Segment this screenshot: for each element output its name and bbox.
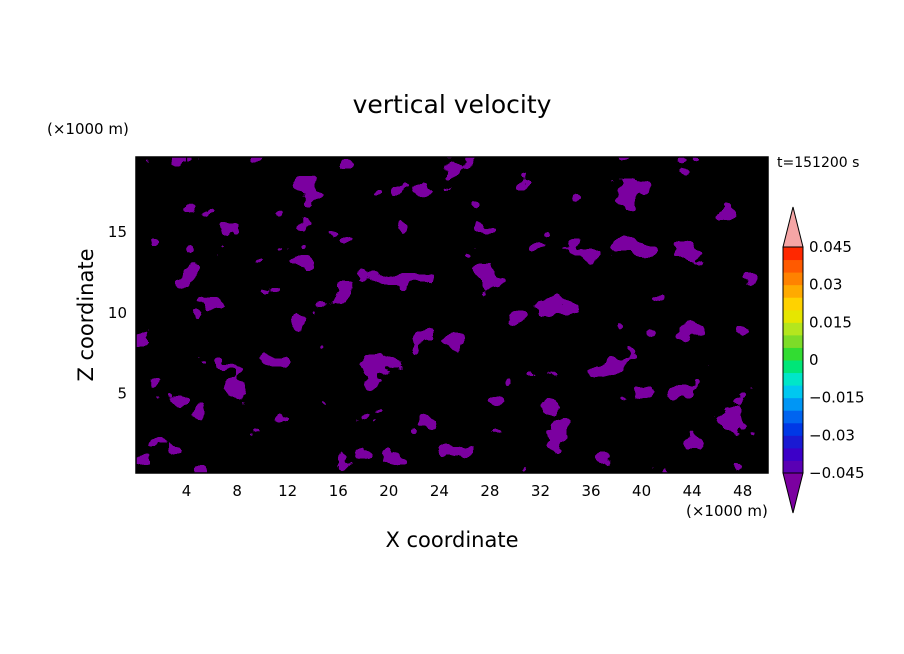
y-tick-label: 10 — [108, 304, 127, 322]
y-tick-label: 15 — [108, 223, 127, 241]
colorbar-band — [783, 435, 803, 449]
plot-frame — [135, 156, 769, 474]
colorbar-band — [783, 360, 803, 374]
colorbar-band — [783, 385, 803, 399]
x-tick-label: 36 — [581, 482, 600, 500]
colorbar-tick-label: 0.015 — [809, 313, 852, 331]
x-tick-label: 24 — [430, 482, 449, 500]
y-tick-label: 5 — [117, 384, 127, 402]
colorbar-band — [783, 410, 803, 424]
chart-title: vertical velocity — [353, 90, 552, 119]
x-tick-label: 44 — [683, 482, 702, 500]
colorbar-band — [783, 259, 803, 273]
colorbar-band — [783, 372, 803, 386]
plot-area — [136, 157, 768, 473]
colorbar-band — [783, 247, 803, 261]
colorbar-band — [783, 272, 803, 286]
colorbar-tick-label: −0.03 — [809, 426, 855, 444]
x-axis-label: X coordinate — [385, 528, 518, 552]
colorbar-band — [783, 447, 803, 461]
colorbar-tick-label: 0.045 — [809, 238, 852, 256]
field-contours — [136, 157, 768, 473]
colorbar-band — [783, 397, 803, 411]
colorbar-band — [783, 422, 803, 436]
colorbar-extend-bottom — [782, 472, 804, 514]
field-level-19 — [136, 157, 768, 473]
colorbar-band — [783, 460, 803, 474]
x-tick-label: 48 — [733, 482, 752, 500]
colorbar-band — [783, 309, 803, 323]
colorbar-band — [783, 284, 803, 298]
y-unit-label: (×1000 m) — [47, 120, 129, 138]
y-axis: 5 10 15 — [108, 223, 768, 402]
x-unit-label: (×1000 m) — [686, 502, 768, 520]
time-label: t=151200 s — [777, 155, 859, 171]
colorbar-band — [783, 322, 803, 336]
colorbar-band — [783, 297, 803, 311]
colorbar-extend-top — [782, 206, 804, 248]
colorbar-tick-label: −0.015 — [809, 389, 865, 407]
x-tick-label: 12 — [278, 482, 297, 500]
colorbar-band — [783, 334, 803, 348]
x-tick-label: 32 — [531, 482, 550, 500]
x-axis: 4 8 12 16 20 24 28 32 36 40 44 48 — [182, 157, 752, 500]
x-tick-label: 20 — [379, 482, 398, 500]
colorbar-frame — [782, 246, 804, 474]
x-tick-label: 8 — [232, 482, 242, 500]
x-tick-label: 4 — [182, 482, 192, 500]
colorbar-band — [783, 347, 803, 361]
y-axis-label: Z coordinate — [74, 248, 98, 381]
colorbar-tick-label: 0 — [809, 351, 819, 369]
x-tick-label: 28 — [480, 482, 499, 500]
x-tick-label: 40 — [632, 482, 651, 500]
colorbar-tick-label: 0.03 — [809, 276, 842, 294]
colorbar: 0.045 0.03 0.015 0 −0.015 −0.03 −0.045 — [782, 206, 865, 514]
colorbar-tick-label: −0.045 — [809, 464, 865, 482]
x-tick-label: 16 — [329, 482, 348, 500]
